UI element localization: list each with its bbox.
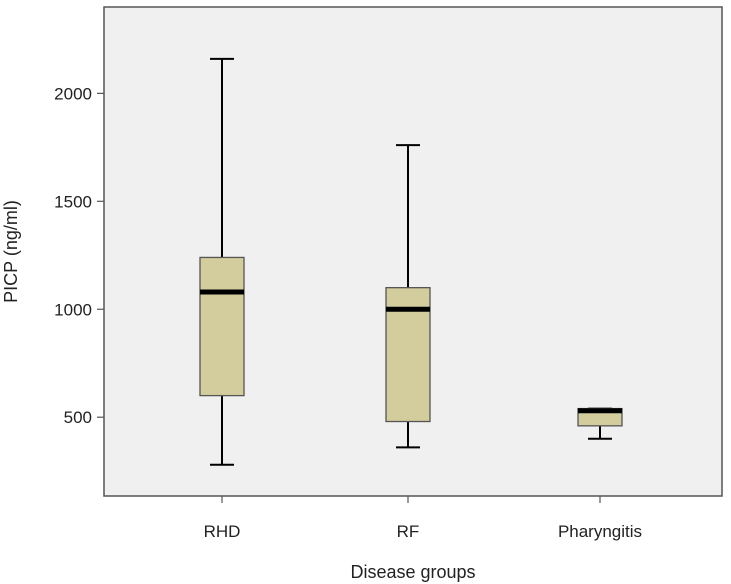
y-axis-ticks: 500 1000 1500 2000 xyxy=(54,84,104,427)
y-axis-title: PICP (ng/ml) xyxy=(1,200,21,303)
x-tick-label: RF xyxy=(397,522,420,541)
x-axis-title: Disease groups xyxy=(350,562,475,582)
boxes xyxy=(199,57,623,466)
y-tick-label: 1000 xyxy=(54,300,92,319)
plot-area xyxy=(103,6,723,497)
x-tick-label: Pharyngitis xyxy=(558,522,642,541)
iqr-box xyxy=(199,256,245,397)
box-pharyngitis xyxy=(577,407,623,440)
box-rf xyxy=(385,144,431,449)
box-rhd xyxy=(199,57,245,466)
x-tick-label: RHD xyxy=(204,522,241,541)
y-tick-label: 2000 xyxy=(54,84,92,103)
x-axis-ticks: RHD RF Pharyngitis xyxy=(204,496,642,541)
y-tick-label: 500 xyxy=(64,408,92,427)
y-tick-label: 1500 xyxy=(54,192,92,211)
